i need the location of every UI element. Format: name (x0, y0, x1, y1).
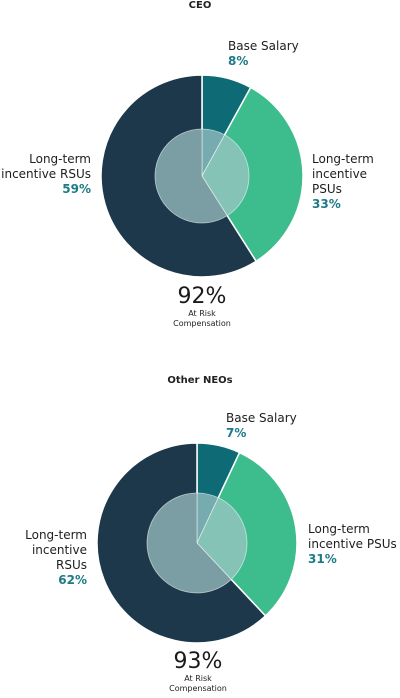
psu-name-line1: Long-term (308, 522, 370, 536)
at-risk-percent: 92% (177, 284, 227, 309)
psu-inner-slice (201, 134, 250, 217)
psu-name-line2: incentive PSUs (312, 167, 368, 196)
base-salary-percent: 7% (226, 426, 247, 440)
ceo-chart-panel: CEO Base Salary 8% Long-term incentive P… (0, 0, 400, 345)
rsu-name-line2: incentive RSUs (1, 167, 91, 181)
rsu-percent: 62% (58, 573, 87, 587)
rsu-name-line1: Long-term (25, 528, 87, 542)
rsu-inner-slice (146, 492, 232, 594)
chart-title: Other NEOs (167, 375, 233, 386)
base-salary-label: Base Salary 8% (228, 39, 299, 69)
other-neos-chart-panel: Other NEOs Base Salary 7% Long-term ince… (0, 345, 400, 698)
rsu-label: Long-term incentive RSUs 62% (0, 528, 87, 588)
rsu-inner-slice (154, 128, 228, 224)
psu-inner-slice (196, 497, 248, 581)
psu-name-line1: Long-term (312, 152, 374, 166)
base-salary-name: Base Salary (226, 411, 297, 425)
base-salary-label: Base Salary 7% (226, 411, 297, 441)
psu-percent: 31% (308, 552, 337, 566)
at-risk-caption-line2: Compensation (173, 319, 231, 328)
at-risk-summary: 93% At Risk Compensation (128, 650, 268, 694)
at-risk-caption-line1: At Risk (188, 309, 216, 318)
rsu-name-line1: Long-term (29, 152, 91, 166)
rsu-percent: 59% (62, 182, 91, 196)
at-risk-caption-line2: Compensation (169, 684, 227, 693)
rsu-name-line2: incentive RSUs (31, 543, 87, 572)
base-salary-name: Base Salary (228, 39, 299, 53)
psu-slice (201, 86, 304, 263)
psu-percent: 33% (312, 197, 341, 211)
rsu-label: Long-term incentive RSUs 59% (1, 152, 91, 197)
at-risk-caption-line1: At Risk (184, 674, 212, 683)
at-risk-summary: 92% At Risk Compensation (132, 285, 272, 329)
at-risk-percent: 93% (173, 649, 223, 674)
ceo-donut-chart (100, 74, 304, 278)
other-neos-donut-chart (96, 442, 298, 644)
psu-label: Long-term incentive PSUs 31% (308, 522, 397, 567)
chart-title: CEO (188, 0, 212, 11)
psu-name-line2: incentive PSUs (308, 537, 397, 551)
base-salary-percent: 8% (228, 54, 249, 68)
psu-slice (196, 451, 298, 617)
psu-label: Long-term incentive PSUs 33% (312, 152, 400, 212)
